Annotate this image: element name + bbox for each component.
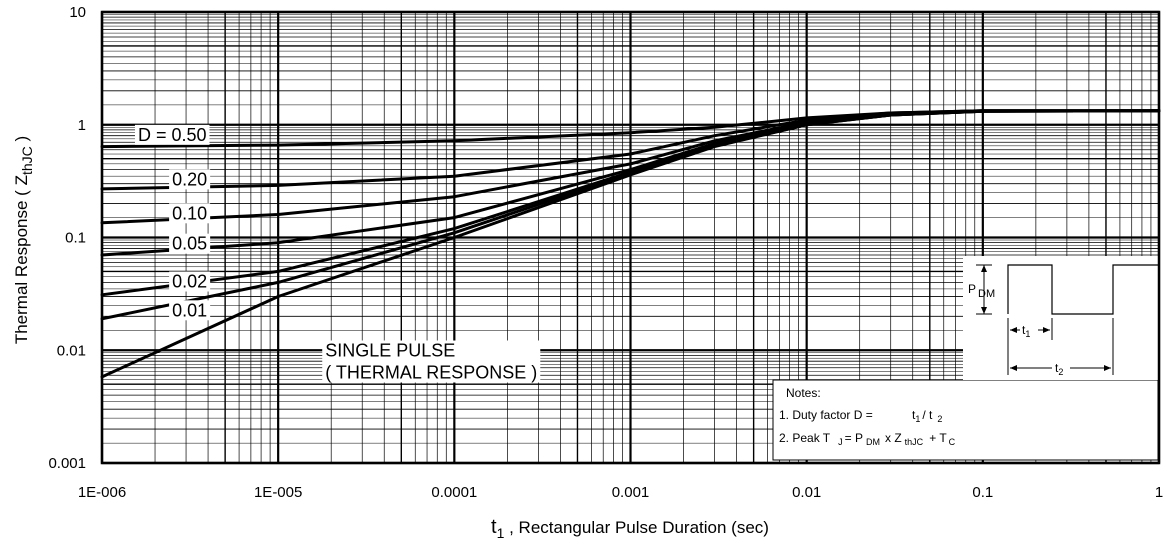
- y-axis-title: Thermal Response ( ZthJC ): [12, 136, 35, 344]
- notes-title: Notes:: [786, 386, 821, 400]
- curve-label: SINGLE PULSE: [325, 341, 455, 361]
- x-tick-label: 1E-005: [254, 484, 302, 501]
- x-tick-label: 0.01: [792, 484, 821, 501]
- plot-frame: [100, 10, 1161, 465]
- curve-label: 0.01: [172, 300, 207, 320]
- t1-label-bg: [1020, 322, 1038, 337]
- curve-label-group: 0.10: [169, 203, 211, 224]
- curve-label: D = 0.50: [138, 125, 207, 145]
- curve-labels: D = 0.50 0.20 0.10 0.05 0.02 0.01 SINGLE PULSE…: [134, 124, 541, 383]
- y-tick-label: 1: [78, 117, 86, 134]
- tick-labels: 1E-006 1E-005 0.0001 0.001 0.01 0.1 1 0.001 0.01…: [48, 4, 1163, 501]
- curve-label-group: 0.05: [169, 233, 211, 254]
- inset-background: [963, 256, 1159, 380]
- curve-label: 0.02: [172, 272, 207, 292]
- t2-label-bg: [1052, 360, 1070, 375]
- x-tick-label: 0.0001: [431, 484, 477, 501]
- curve-label-background: [134, 124, 210, 145]
- t2-label: t2: [1055, 361, 1063, 377]
- pulse-waveform: [1007, 264, 1158, 315]
- curve-label: ( THERMAL RESPONSE ): [325, 363, 537, 383]
- curve-label-background: [169, 300, 211, 321]
- curve-label: 0.10: [172, 203, 207, 223]
- y-tick-label: 0.1: [65, 230, 86, 247]
- pdm-label: P DM: [968, 282, 995, 300]
- x-tick-label: 1: [1155, 484, 1163, 501]
- x-tick-label: 0.1: [972, 484, 993, 501]
- curve-label-group: D = 0.50: [134, 124, 210, 145]
- curves: [100, 109, 1161, 379]
- t1-label: t1: [1022, 323, 1030, 339]
- curve-label-group: 0.02: [169, 271, 211, 292]
- y-tick-label: 10: [69, 4, 86, 21]
- x-tick-label: 0.001: [612, 484, 650, 501]
- curve-label: 0.05: [172, 234, 207, 254]
- curve-single-pulse: [100, 109, 1161, 379]
- y-tick-label: 0.01: [57, 342, 86, 359]
- curve-label-background: [169, 233, 211, 254]
- duty-cycle-inset: P DM t1 t2: [963, 256, 1159, 380]
- x-tick-label: 1E-006: [78, 484, 126, 501]
- curve-label-group: 0.01: [169, 300, 211, 321]
- curve-label-background: [169, 271, 211, 292]
- curve-label-background: [322, 340, 541, 383]
- curve-label-background: [169, 169, 211, 190]
- x-axis-title: t1 , Rectangular Pulse Duration (sec): [491, 516, 769, 541]
- curve-label-group: 0.20: [169, 169, 211, 190]
- curve-label: 0.20: [172, 169, 207, 189]
- curve-label-group: SINGLE PULSE( THERMAL RESPONSE ): [322, 340, 541, 383]
- curve-label-background: [169, 203, 211, 224]
- y-tick-label: 0.001: [48, 455, 86, 472]
